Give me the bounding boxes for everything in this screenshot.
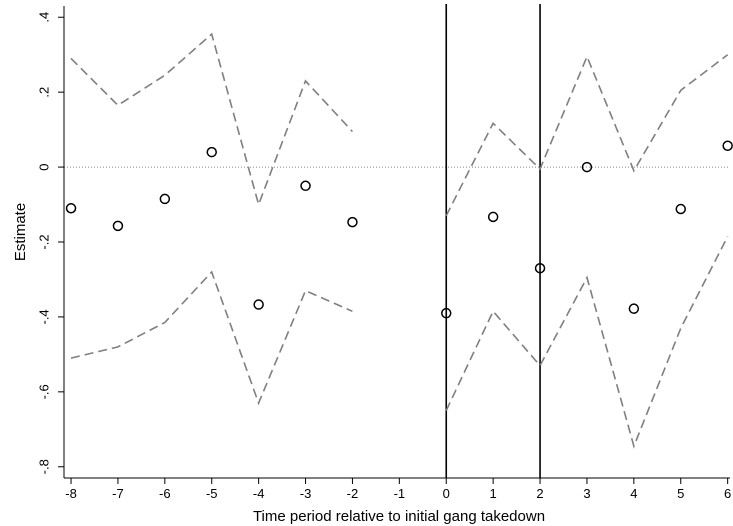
point-estimate-marker [65,203,77,214]
x-tick-label: -1 [394,486,406,501]
x-tick-label: -4 [253,486,265,501]
point-estimate-marker [628,303,640,314]
x-tick-label: 4 [630,486,637,501]
point-estimate-marker [112,220,124,232]
point-estimate-marker [300,180,311,192]
x-tick-label: -5 [206,486,218,501]
y-tick-label: -.2 [37,234,52,249]
x-tick-label: 0 [443,486,450,501]
point-estimate-marker [159,193,171,205]
lower-ci-line [445,236,729,449]
x-tick-label: 5 [677,486,684,501]
x-tick-label: -8 [65,486,77,501]
y-tick-label: 0 [37,163,52,170]
x-tick-label: 2 [536,486,543,501]
point-estimate-marker [675,203,687,215]
point-estimates [65,140,733,319]
x-tick-label: -7 [112,486,124,501]
y-tick-label: -.4 [37,309,52,324]
x-tick-label: 6 [724,486,731,501]
point-estimate-marker [440,307,452,319]
point-estimate-marker [722,140,733,151]
x-tick-label: -3 [300,486,312,501]
point-estimate-marker [253,299,264,310]
confidence-bands [70,32,729,449]
x-tick-label: -6 [159,486,171,501]
upper-ci-line [445,54,729,217]
upper-ci-line [70,32,353,208]
y-tick-label: .4 [37,12,52,23]
axes: .4 .2 0 -.2 -.4 -.6 -.8 -8 -7 -6 -5 -4 -3 -2 -1 0 1 2 3 4 5 6 [37,6,731,501]
reference-lines [64,4,730,478]
point-estimate-marker [347,216,358,228]
point-estimate-marker [206,146,217,158]
y-tick-label: .2 [37,87,52,98]
point-estimate-marker [487,211,499,223]
y-tick-label: -.6 [37,384,52,399]
x-axis-title: Time period relative to initial gang tak… [253,508,545,525]
lower-ci-line [70,270,353,406]
y-axis-title: Estimate [12,203,29,261]
x-tick-label: 1 [490,486,497,501]
point-estimate-marker [581,161,593,173]
x-tick-label: -2 [347,486,359,501]
point-estimate-marker [534,262,546,274]
y-tick-label: -.8 [37,459,52,474]
x-tick-label: 3 [583,486,590,501]
